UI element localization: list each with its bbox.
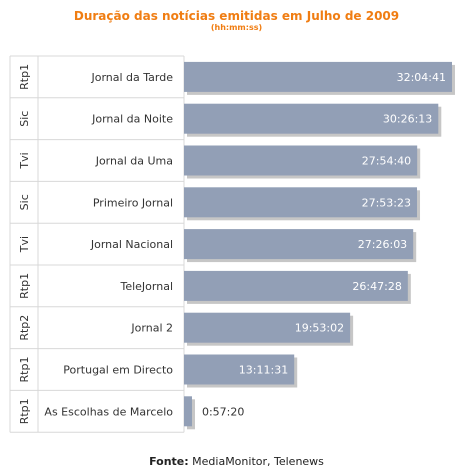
source-label: Fonte: xyxy=(149,455,189,468)
bar xyxy=(184,229,414,260)
program-tick-label: TeleJornal xyxy=(119,280,173,293)
bar xyxy=(184,61,452,92)
source-note: Fonte: MediaMonitor, Telenews xyxy=(0,455,473,468)
program-tick-label: Primeiro Jornal xyxy=(93,196,173,209)
program-tick-label: Jornal Nacional xyxy=(90,238,173,251)
bar xyxy=(184,187,418,218)
chart-title: Duração das notícias emitidas em Julho d… xyxy=(73,9,400,23)
bar-value-label: 27:53:23 xyxy=(362,196,411,209)
bar xyxy=(184,145,418,176)
bar xyxy=(184,270,408,301)
channel-tick-label: Tvi xyxy=(18,152,31,169)
bar-value-label: 19:53:02 xyxy=(295,322,344,335)
channel-tick-label: Sic xyxy=(18,111,31,127)
channel-tick-label: Rtp2 xyxy=(18,315,31,341)
channel-tick-label: Rtp1 xyxy=(18,273,31,299)
channel-tick-label: Rtp1 xyxy=(18,64,31,90)
bar-value-label: 13:11:31 xyxy=(239,364,288,377)
program-tick-label: Jornal da Uma xyxy=(95,155,173,168)
bar-value-label: 32:04:41 xyxy=(397,71,446,84)
program-tick-label: Portugal em Directo xyxy=(63,364,173,377)
bar-value-label: 27:26:03 xyxy=(358,238,407,251)
bar-chart: Rtp1 Jornal da Tarde 32:04:41 Sic Jornal da … xyxy=(9,55,455,433)
bar-value-label: 26:47:28 xyxy=(352,280,401,293)
channel-tick-label: Tvi xyxy=(18,236,31,253)
bar-value-label: 30:26:13 xyxy=(383,113,432,126)
bar xyxy=(184,354,295,385)
chart-subtitle: (hh:mm:ss) xyxy=(210,23,263,32)
program-tick-label: Jornal da Noite xyxy=(91,113,173,126)
bar xyxy=(184,103,439,134)
bar xyxy=(184,312,351,343)
channel-tick-label: Rtp1 xyxy=(18,357,31,383)
bar xyxy=(184,396,192,427)
source-text: MediaMonitor, Telenews xyxy=(192,455,324,468)
bar-value-label: 27:54:40 xyxy=(362,155,411,168)
program-tick-label: As Escolhas de Marcelo xyxy=(44,405,173,418)
channel-tick-label: Sic xyxy=(18,194,31,210)
channel-tick-label: Rtp1 xyxy=(18,398,31,424)
program-tick-label: Jornal 2 xyxy=(130,322,173,335)
program-tick-label: Jornal da Tarde xyxy=(90,71,173,84)
bar-value-label: 0:57:20 xyxy=(202,405,244,418)
